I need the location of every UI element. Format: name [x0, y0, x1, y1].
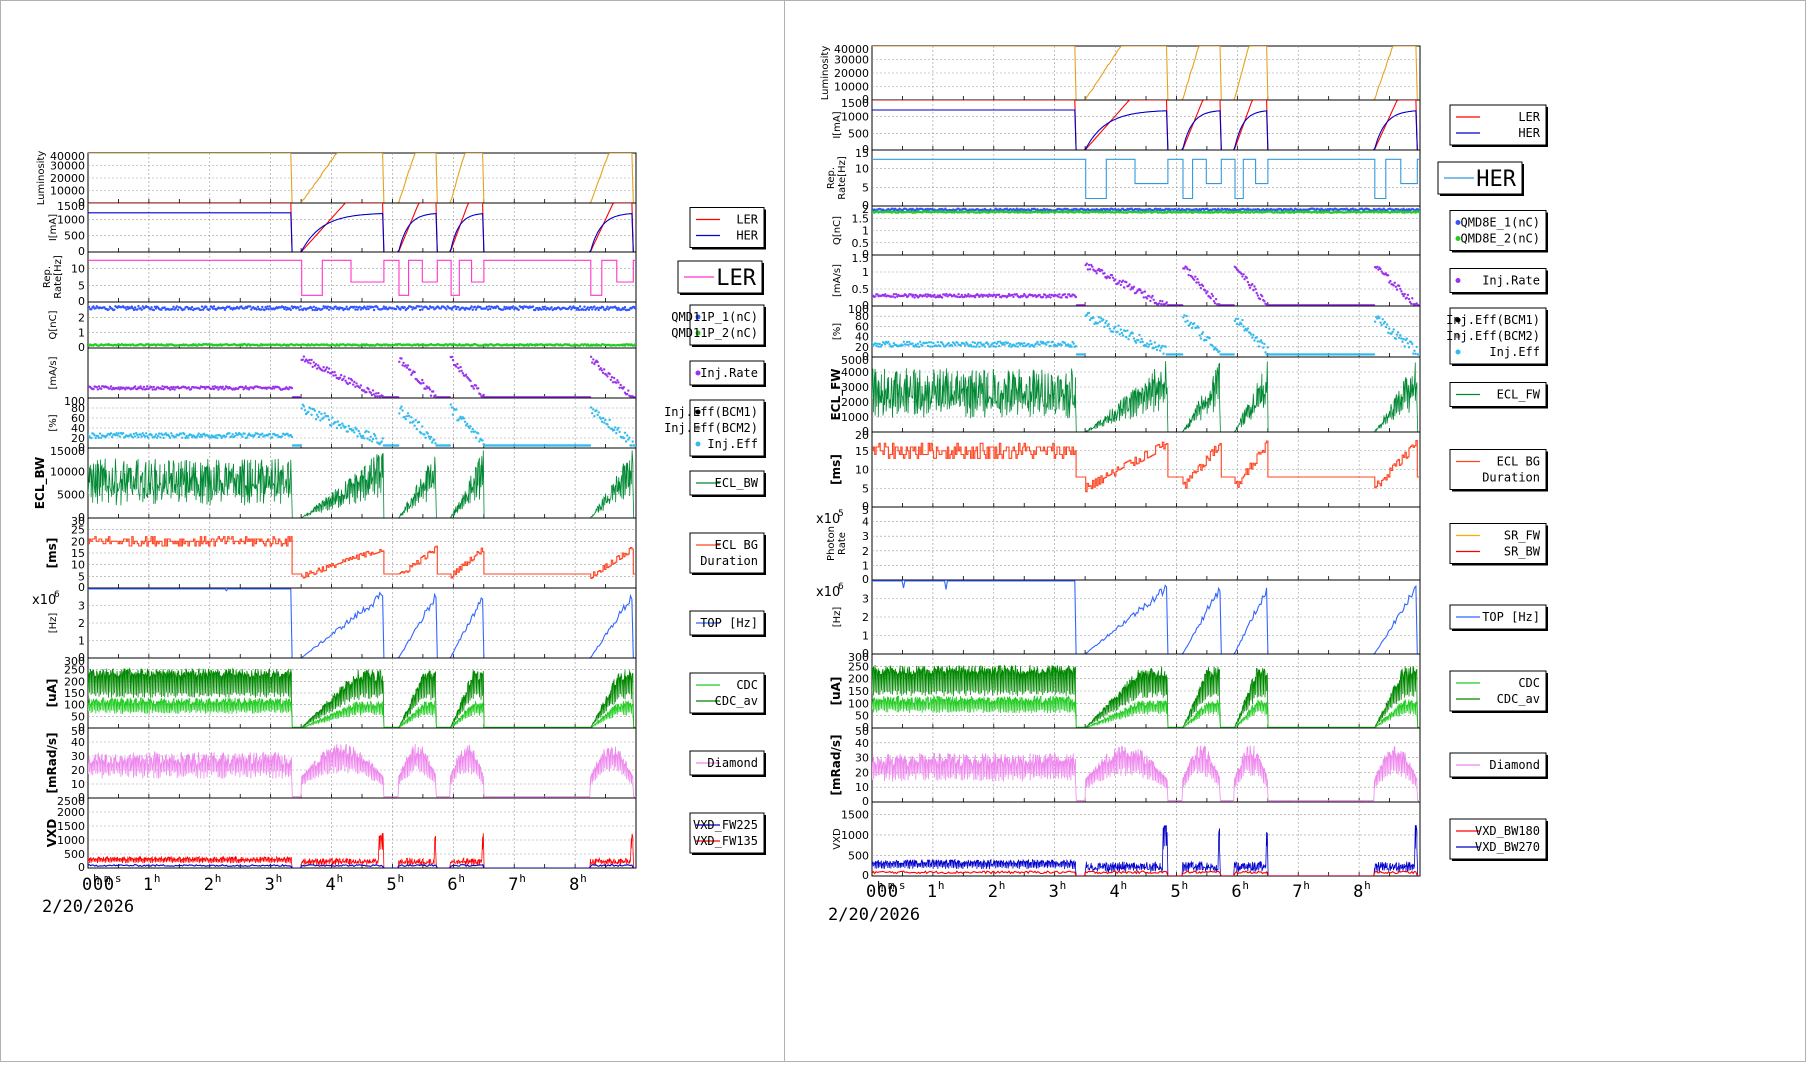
right-panel-frame [784, 0, 1806, 1062]
left-panel-frame [0, 0, 785, 1062]
